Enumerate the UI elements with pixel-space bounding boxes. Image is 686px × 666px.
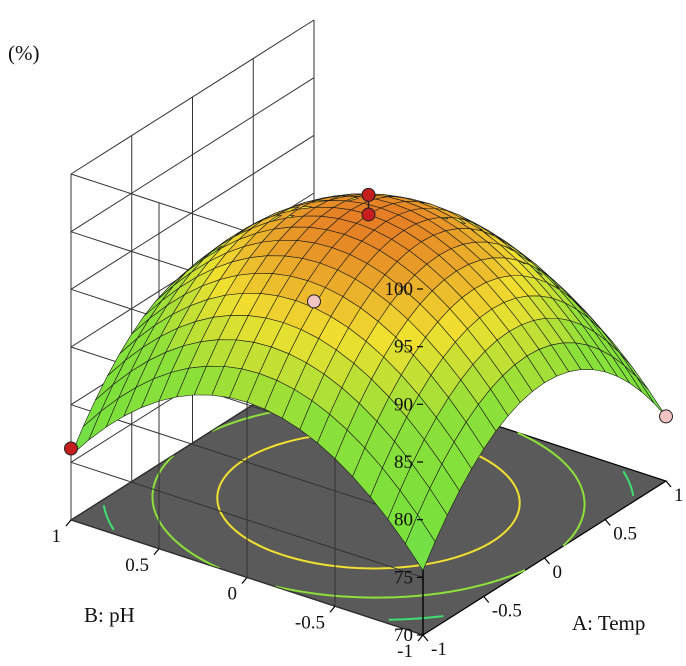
z-axis-label: (%) — [8, 41, 39, 65]
design-point — [307, 294, 321, 309]
y-tick-label: 0.5 — [125, 555, 149, 576]
design-point — [361, 187, 376, 202]
z-tick-label: 85 — [394, 452, 413, 473]
y-axis-label: B: pH — [84, 603, 135, 627]
design-point — [659, 409, 673, 424]
x-tick — [422, 634, 429, 642]
z-tick-label: 70 — [394, 625, 413, 646]
contour-line — [622, 470, 635, 497]
y-tick — [417, 634, 424, 642]
contour-line — [388, 615, 444, 621]
y-tick — [241, 577, 248, 584]
contour-line — [517, 431, 586, 547]
y-tick-label: -0.5 — [295, 612, 325, 633]
surface-cell — [635, 376, 667, 417]
surface-layer — [70, 193, 667, 572]
x-tick — [544, 557, 550, 565]
y-tick-label: -1 — [397, 641, 413, 662]
ticks-layer: 70 75 80 85 90 95 100 -1 -0.5 0 0.5 1 -1 -0.5 0 0.5 1 — [52, 279, 684, 662]
x-tick-label: 1 — [674, 485, 684, 506]
x-tick-label: -0.5 — [492, 601, 522, 622]
z-tick-label: 80 — [394, 510, 413, 531]
y-tick — [65, 519, 72, 527]
z-tick-label: 90 — [394, 394, 413, 415]
contour-line — [274, 569, 526, 599]
z-tick-label: 75 — [394, 567, 413, 588]
contour-line — [102, 504, 115, 531]
contour-line — [151, 454, 220, 570]
x-tick-label: 0 — [553, 562, 563, 583]
x-axis-label: A: Temp — [572, 611, 645, 635]
design-point — [64, 441, 78, 456]
x-tick — [483, 596, 490, 603]
z-tick-label: 100 — [385, 279, 414, 300]
surface-cell — [623, 364, 655, 404]
y-tick-label: 1 — [52, 526, 62, 547]
x-tick — [665, 480, 672, 488]
x-tick-label: 0.5 — [613, 524, 637, 545]
x-tick-label: -1 — [431, 639, 447, 660]
contour-line — [216, 431, 521, 570]
design-point — [361, 207, 376, 222]
y-tick-label: 0 — [228, 584, 238, 605]
x-tick — [604, 519, 611, 526]
y-tick — [329, 605, 336, 613]
y-tick — [153, 548, 160, 556]
z-tick-label: 95 — [394, 337, 413, 358]
points-layer — [64, 187, 673, 456]
